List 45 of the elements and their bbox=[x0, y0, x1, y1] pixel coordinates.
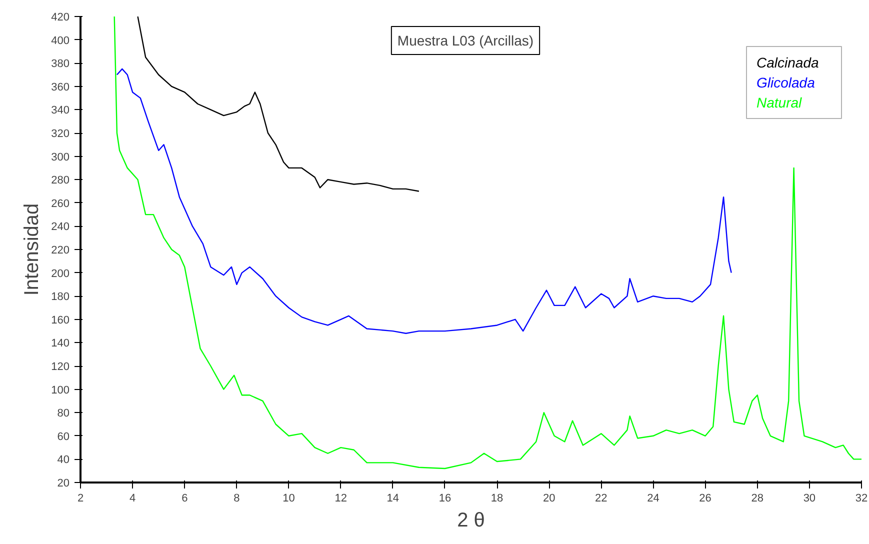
y-tick-label: 40 bbox=[57, 454, 70, 466]
text: Muestra L03 (Arcillas) bbox=[397, 32, 534, 48]
y-tick-label: 20 bbox=[57, 478, 70, 490]
x-tick-label: 6 bbox=[182, 492, 188, 504]
y-tick-label: 180 bbox=[51, 291, 70, 304]
x-tick-label: 24 bbox=[647, 492, 660, 504]
y-tick-label: 240 bbox=[51, 221, 70, 234]
y-tick-label: 380 bbox=[51, 58, 70, 70]
y-tick-label: 60 bbox=[57, 430, 70, 443]
x-tick-label: 16 bbox=[438, 492, 452, 504]
x-tick-label: 2 bbox=[77, 492, 84, 504]
y-tick-label: 420 bbox=[51, 12, 70, 24]
x-tick-label: 26 bbox=[699, 492, 712, 504]
x-tick-label: 4 bbox=[130, 492, 136, 504]
y-tick-label: 300 bbox=[51, 151, 70, 164]
y-tick-label: 120 bbox=[51, 361, 70, 373]
x-tick-label: 22 bbox=[595, 492, 608, 504]
line-series bbox=[116, 68, 732, 334]
x-tick-label: 18 bbox=[490, 492, 504, 504]
y-tick-label: 280 bbox=[51, 174, 70, 187]
x-axis-title: 2 θ bbox=[457, 510, 485, 532]
x-tick-label: 8 bbox=[234, 492, 240, 504]
y-tick-label: 220 bbox=[51, 244, 70, 256]
y-tick-label: 80 bbox=[57, 408, 70, 420]
y-tick-label: 140 bbox=[51, 338, 70, 350]
line-series bbox=[114, 16, 862, 470]
text: Calcinada bbox=[756, 54, 819, 70]
y-tick-label: 400 bbox=[51, 34, 70, 47]
y-tick-label: 360 bbox=[51, 81, 70, 94]
x-tick-label: 32 bbox=[855, 492, 868, 504]
y-tick-label: 320 bbox=[51, 128, 70, 140]
x-tick-label: 10 bbox=[282, 492, 295, 504]
text: Glicolada bbox=[756, 74, 816, 90]
y-tick-label: 340 bbox=[51, 104, 70, 117]
x-tick-label: 14 bbox=[386, 492, 400, 504]
y-tick-label: 200 bbox=[51, 268, 70, 280]
y-tick-label: 260 bbox=[51, 198, 70, 210]
x-tick-label: 28 bbox=[751, 492, 764, 504]
x-tick-label: 30 bbox=[803, 492, 816, 504]
x-tick-label: 20 bbox=[542, 492, 556, 504]
y-axis-title: Intensidad bbox=[21, 203, 44, 296]
y-tick-label: 100 bbox=[51, 384, 70, 396]
text: Natural bbox=[756, 94, 803, 110]
x-tick-label: 12 bbox=[334, 492, 347, 504]
y-tick-label: 160 bbox=[51, 314, 70, 326]
